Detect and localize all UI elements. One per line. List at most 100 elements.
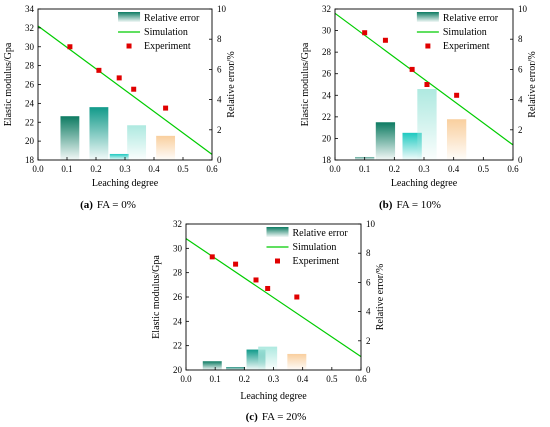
y-axis-label: Elastic modulus/Gpa — [300, 42, 311, 126]
y2-tick-label: 0 — [217, 155, 222, 165]
y2-tick-label: 2 — [518, 125, 523, 135]
experiment-point — [96, 67, 102, 73]
simulation-line — [37, 25, 213, 155]
error-bar — [446, 119, 467, 160]
y-tick-label: 20 — [322, 133, 332, 143]
x-tick-label: 0.2 — [389, 164, 400, 174]
panel-caption-text: FA = 0% — [97, 199, 136, 211]
y-tick-label: 28 — [322, 47, 332, 57]
x-tick-label: 0.2 — [90, 164, 101, 174]
legend-label: Experiment — [443, 41, 490, 52]
panel-caption-text: FA = 20% — [262, 411, 307, 423]
x-tick-label: 0.0 — [329, 164, 341, 174]
error-bar — [127, 125, 147, 160]
legend-swatch-relative-error — [416, 12, 439, 22]
legend-label: Experiment — [144, 41, 191, 52]
y-tick-label: 24 — [173, 316, 183, 326]
y-tick-label: 22 — [322, 112, 331, 122]
x-tick-label: 0.3 — [418, 164, 430, 174]
experiment-point — [265, 285, 271, 291]
y2-tick-label: 6 — [518, 64, 523, 74]
error-bar — [417, 89, 437, 160]
y-tick-label: 28 — [25, 61, 35, 71]
x-axis-label: Leaching degree — [92, 178, 159, 189]
y2-axis-label: Relative error/% — [375, 264, 386, 330]
error-bar — [402, 132, 422, 160]
y2-axis-label: Relative error/% — [226, 51, 237, 117]
y2-tick-label: 4 — [518, 95, 523, 105]
legend: Relative error Simulation Experiment — [416, 12, 499, 52]
error-bar — [109, 153, 129, 160]
legend-swatch-experiment — [126, 43, 132, 49]
experiment-point — [67, 44, 73, 50]
error-bar — [287, 353, 307, 370]
y-tick-label: 26 — [173, 292, 183, 302]
error-bar — [202, 361, 222, 370]
chart-panel-1: 0.0 0.1 0.2 0.3 0.4 0.5 0.61820222426283032340… — [3, 4, 237, 211]
x-tick-label: 0.6 — [507, 164, 519, 174]
y2-tick-label: 4 — [366, 307, 371, 317]
experiment-point — [131, 86, 137, 92]
error-bar — [60, 116, 80, 160]
error-bar — [156, 135, 176, 160]
legend-label: Relative error — [144, 13, 200, 24]
y2-tick-label: 10 — [518, 4, 528, 14]
x-tick-label: 0.6 — [355, 374, 367, 384]
experiment-point — [163, 105, 169, 111]
x-tick-label: 0.4 — [448, 164, 460, 174]
x-tick-label: 0.3 — [268, 374, 280, 384]
panel-label: (b) — [379, 199, 393, 211]
panel-caption-text: FA = 10% — [396, 199, 441, 211]
y-tick-label: 30 — [25, 42, 35, 52]
y-tick-label: 32 — [25, 23, 34, 33]
experiment-point — [209, 254, 215, 260]
x-tick-label: 0.6 — [206, 164, 218, 174]
y2-tick-label: 4 — [217, 95, 222, 105]
chart-panel-2: 0.0 0.1 0.2 0.3 0.4 0.5 0.61820222426283032024… — [300, 4, 538, 211]
y2-tick-label: 6 — [217, 64, 222, 74]
y2-tick-label: 6 — [366, 277, 371, 287]
y-tick-label: 20 — [25, 136, 35, 146]
y-tick-label: 24 — [25, 98, 35, 108]
legend-label: Simulation — [443, 27, 487, 38]
experiment-point — [294, 294, 300, 300]
x-tick-label: 0.2 — [239, 374, 250, 384]
y-tick-label: 22 — [25, 117, 34, 127]
error-bar — [226, 367, 246, 370]
experiment-point — [424, 82, 430, 87]
y2-tick-label: 0 — [366, 365, 371, 375]
legend-label: Relative error — [443, 13, 499, 24]
y-tick-label: 26 — [25, 80, 35, 90]
y-tick-label: 34 — [25, 4, 35, 14]
y-tick-label: 32 — [173, 219, 182, 229]
y-tick-label: 32 — [322, 4, 331, 14]
experiment-point — [116, 75, 122, 81]
error-bar — [258, 346, 278, 370]
y-tick-label: 18 — [25, 155, 35, 165]
legend-label: Relative error — [293, 228, 349, 239]
x-tick-label: 0.4 — [297, 374, 309, 384]
y-tick-label: 20 — [173, 365, 183, 375]
simulation-line — [334, 12, 514, 146]
y2-tick-label: 8 — [518, 34, 523, 44]
legend-label: Simulation — [144, 27, 188, 38]
experiment-point — [409, 66, 415, 72]
y2-tick-label: 8 — [366, 248, 371, 258]
legend: Relative error Simulation Experiment — [118, 12, 200, 52]
y-axis-label: Elastic modulus/Gpa — [3, 42, 14, 126]
y-tick-label: 30 — [173, 243, 183, 253]
experiment-point — [233, 261, 239, 267]
simulation-line — [185, 238, 362, 358]
x-tick-label: 0.3 — [119, 164, 131, 174]
y-tick-label: 30 — [322, 26, 332, 36]
y-tick-label: 18 — [322, 155, 332, 165]
legend-swatch-experiment — [275, 258, 280, 264]
x-axis-label: Leaching degree — [240, 391, 307, 402]
chart-panel-3: 0.0 0.1 0.2 0.3 0.4 0.5 0.62022242628303202468… — [151, 219, 386, 423]
x-tick-label: 0.1 — [359, 164, 370, 174]
experiment-point — [454, 92, 460, 98]
y2-tick-label: 2 — [366, 336, 371, 346]
error-bar — [89, 107, 109, 160]
y-tick-label: 26 — [322, 69, 332, 79]
